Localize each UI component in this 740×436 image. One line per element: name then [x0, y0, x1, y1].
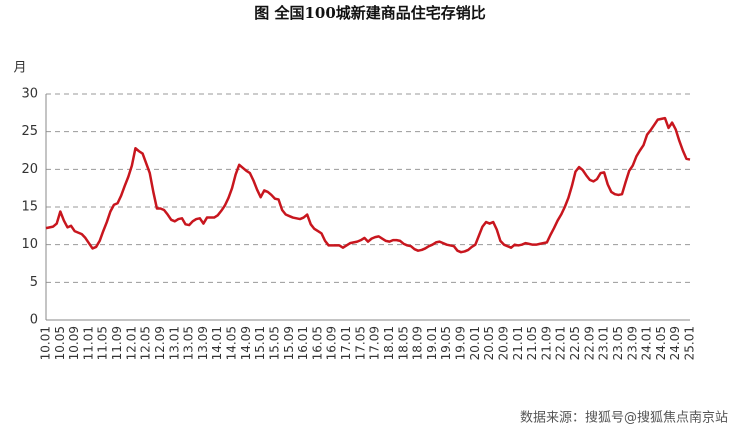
x-tick-label: 15.09 [282, 326, 296, 360]
x-tick-label: 22.01 [554, 326, 568, 360]
x-tick-label: 25.01 [683, 326, 697, 360]
x-tick-label: 10.01 [39, 326, 53, 360]
x-tick-label: 19.05 [439, 326, 453, 360]
x-tick-label: 10.09 [67, 326, 81, 360]
x-tick-label: 24.05 [654, 326, 668, 360]
x-tick-label: 13.05 [182, 326, 196, 360]
x-tick-label: 22.05 [568, 326, 582, 360]
x-tick-label: 18.01 [382, 326, 396, 360]
x-tick-label: 19.01 [425, 326, 439, 360]
line-series [45, 116, 691, 254]
x-tick-label: 12.01 [124, 326, 138, 360]
x-tick-label: 21.09 [539, 326, 553, 360]
x-tick-label: 14.09 [239, 326, 253, 360]
x-tick-label: 15.01 [253, 326, 267, 360]
source: 数据来源：搜狐号@搜狐焦点南京站 [520, 410, 728, 426]
x-tick-label: 13.09 [196, 326, 210, 360]
x-tick-label: 18.09 [411, 326, 425, 360]
x-tick-label: 17.01 [339, 326, 353, 360]
x-tick-label: 17.05 [353, 326, 367, 360]
x-tick-label: 23.01 [597, 326, 611, 360]
x-tick-label: 24.09 [668, 326, 682, 360]
x-tick-label: 18.05 [396, 326, 410, 360]
x-tick-label: 15.05 [267, 326, 281, 360]
x-tick-label: 14.05 [225, 326, 239, 360]
x-tick-label: 21.05 [525, 326, 539, 360]
x-tick-label: 16.05 [310, 326, 324, 360]
chart-title: 图 全国100城新建商品住宅存销比 [254, 4, 486, 22]
x-tick-label: 11.09 [110, 326, 124, 360]
y-tick-label: 30 [21, 87, 38, 102]
x-tick-label: 20.05 [482, 326, 496, 360]
x-tick-label: 19.09 [454, 326, 468, 360]
y-axis-label: 月 [13, 61, 26, 76]
x-tick-label: 16.01 [296, 326, 310, 360]
x-tick-label: 20.09 [496, 326, 510, 360]
y-tick-label: 25 [21, 124, 38, 139]
x-tick-label: 11.05 [96, 326, 110, 360]
x-tick-label: 23.05 [611, 326, 625, 360]
x-tick-label: 23.09 [625, 326, 639, 360]
y-tick-label: 20 [21, 162, 38, 177]
y-tick-label: 5 [30, 275, 38, 290]
x-tick-label: 14.01 [210, 326, 224, 360]
x-tick-label: 24.01 [640, 326, 654, 360]
y-tick-label: 10 [21, 237, 38, 252]
x-tick-label: 12.05 [139, 326, 153, 360]
x-tick-label: 17.09 [368, 326, 382, 360]
y-tick-label: 0 [30, 313, 38, 328]
x-tick-label: 13.01 [167, 326, 181, 360]
x-tick-label: 16.09 [325, 326, 339, 360]
y-tick-label: 15 [21, 200, 38, 215]
x-tick-label: 22.09 [582, 326, 596, 360]
x-tick-label: 21.01 [511, 326, 525, 360]
x-tick-label: 11.01 [81, 326, 95, 360]
x-tick-label: 20.01 [468, 326, 482, 360]
x-tick-label: 12.09 [153, 326, 167, 360]
x-tick-label: 10.05 [53, 326, 67, 360]
